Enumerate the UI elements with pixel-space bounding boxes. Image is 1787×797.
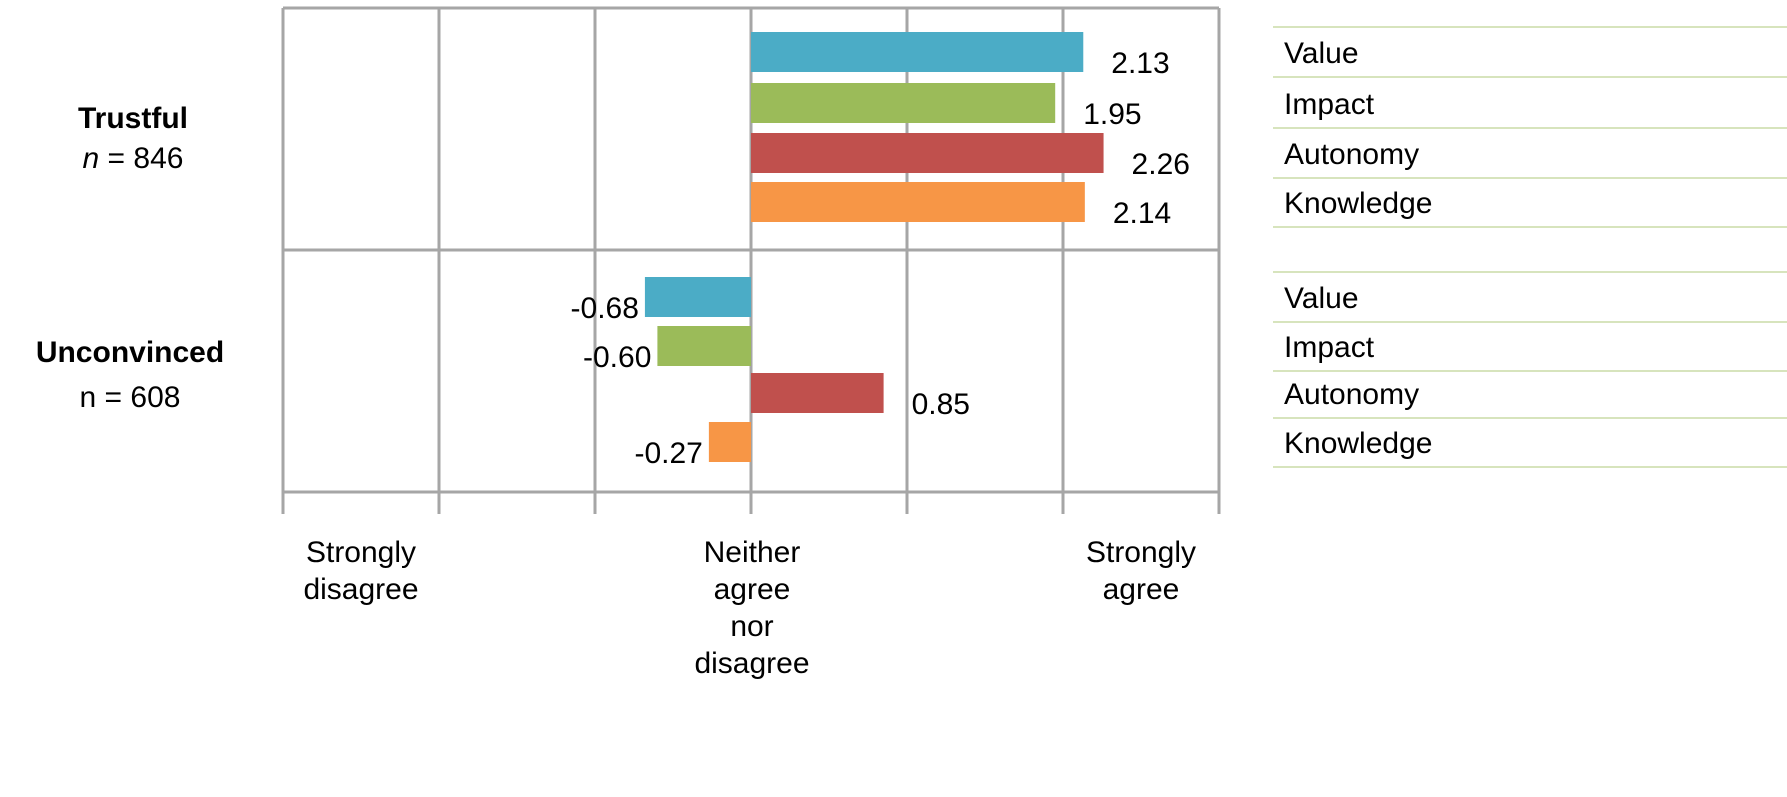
category-label: Impact [1284,331,1375,364]
bar-unconvinced-value [644,277,751,317]
bar-unconvinced-knowledge [708,422,751,462]
scale-label: nor [730,610,773,643]
data-label: -0.60 [583,341,651,374]
category-label: Impact [1284,88,1375,121]
data-label: -0.68 [571,292,639,325]
category-label: Knowledge [1284,187,1432,220]
scale-label: Strongly [306,536,416,569]
bar-unconvinced-impact [657,326,751,366]
scale-label: agree [714,573,791,606]
group-name: Trustful [78,102,188,135]
category-label: Autonomy [1284,138,1419,171]
group-n-symbol: n [80,381,97,414]
data-label: 2.14 [1113,197,1171,230]
scale-label: Strongly [1086,536,1196,569]
group-name: Unconvinced [36,336,224,369]
group-n-value: = 608 [96,381,180,414]
data-label: 0.85 [912,388,970,421]
data-label: -0.27 [634,437,702,470]
category-label: Autonomy [1284,378,1419,411]
category-label: Knowledge [1284,427,1432,460]
group-n-value: = 846 [99,142,183,175]
scale-label: agree [1103,573,1180,606]
category-label: Value [1284,37,1359,70]
scale-label: Neither [704,536,801,569]
bar-trustful-impact [751,83,1056,123]
category-label: Value [1284,282,1359,315]
data-label: 2.26 [1132,148,1190,181]
bar-trustful-knowledge [751,182,1085,222]
bar-trustful-autonomy [751,133,1104,173]
data-label: 1.95 [1083,98,1141,131]
scale-label: disagree [694,647,809,680]
group-n: n = 846 [83,142,184,175]
group-n-symbol: n [83,142,100,175]
bar-trustful-value [751,32,1084,72]
scale-label: disagree [303,573,418,606]
group-n: n = 608 [80,381,181,414]
bar-unconvinced-autonomy [751,373,884,413]
data-label: 2.13 [1111,47,1169,80]
